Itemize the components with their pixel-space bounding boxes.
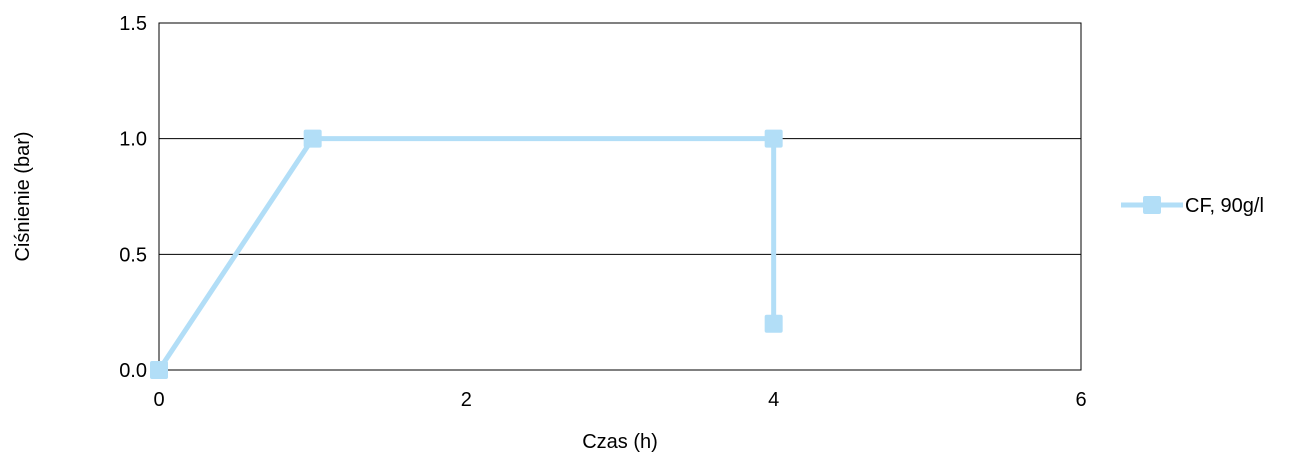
y-tick-label: 0.0	[119, 360, 147, 382]
data-point-marker	[764, 314, 783, 333]
grid-lines	[159, 138, 1081, 255]
x-tick-label: 2	[461, 389, 472, 411]
y-tick-label: 0.5	[119, 244, 147, 266]
y-axis-title: Ciśnienie (bar)	[12, 131, 34, 261]
y-tick-label: 1.5	[119, 13, 147, 35]
y-tick-label: 1.0	[119, 129, 147, 151]
x-axis-tick-labels: 0 2 4 6	[153, 389, 1086, 411]
series-line	[156, 136, 777, 372]
y-axis-tick-labels: 0.0 0.5 1.0 1.5	[119, 13, 147, 382]
legend: CF, 90g/l	[1121, 195, 1264, 217]
plot-area	[158, 22, 1082, 371]
data-point-marker	[764, 129, 783, 148]
series-layer	[150, 129, 783, 379]
data-point-marker	[303, 129, 322, 148]
data-point-marker	[150, 361, 168, 379]
x-axis-title: Czas (h)	[582, 431, 658, 453]
x-tick-label: 4	[768, 389, 779, 411]
x-tick-label: 0	[153, 389, 164, 411]
legend-label: CF, 90g/l	[1185, 195, 1264, 217]
x-tick-label: 6	[1075, 389, 1086, 411]
legend-marker	[1143, 196, 1161, 214]
